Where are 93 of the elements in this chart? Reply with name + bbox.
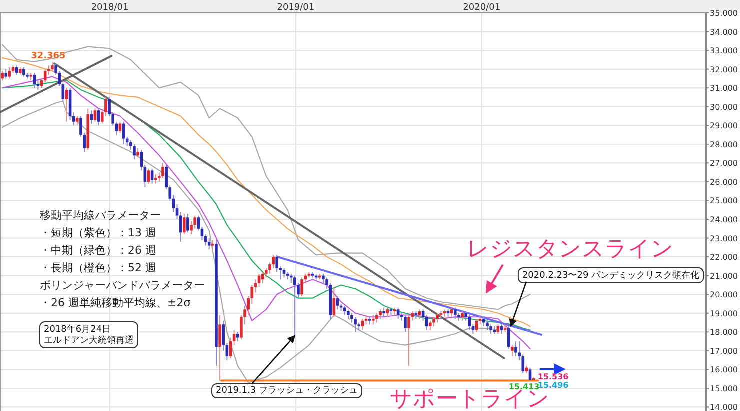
candlestick <box>468 314 472 331</box>
y-tick-label: 29.000 <box>710 122 738 131</box>
candlestick <box>94 108 97 122</box>
y-tick-label: 34.000 <box>710 28 738 37</box>
y-tick-label: 21.000 <box>710 272 738 281</box>
candlestick <box>300 277 304 297</box>
candlestick <box>507 326 510 350</box>
candlestick <box>475 318 478 333</box>
y-tick-label: 16.000 <box>710 366 738 375</box>
candlestick <box>429 320 432 331</box>
candlestick <box>208 238 211 250</box>
candlestick <box>294 275 296 336</box>
candlestick <box>379 309 382 320</box>
y-tick-label: 18.000 <box>710 328 738 338</box>
candlestick <box>436 312 439 324</box>
candlestick <box>22 66 26 78</box>
x-tick-label: 2018/01 <box>91 3 129 13</box>
y-tick-label: 27.000 <box>710 159 738 168</box>
candlestick <box>461 311 464 322</box>
y-tick-label: 33.000 <box>710 46 738 56</box>
candlestick <box>65 88 68 122</box>
x-tick-label: 2019/01 <box>277 3 315 13</box>
candlestick <box>76 116 79 126</box>
candlestick <box>408 314 410 366</box>
candlestick <box>182 213 186 236</box>
y-tick-label: 32.000 <box>710 65 738 74</box>
candlestick <box>136 148 140 158</box>
candlestick <box>133 144 136 160</box>
candlestick <box>372 314 375 326</box>
candlestick <box>162 162 164 179</box>
candlestick <box>490 324 492 335</box>
candlestick <box>1 70 4 82</box>
candlestick <box>511 344 514 358</box>
y-tick-label: 26.000 <box>710 178 738 187</box>
y-tick-label: 24.000 <box>710 216 738 225</box>
candlestick <box>486 320 489 331</box>
y-tick-label: 23.000 <box>710 234 738 244</box>
annotation: 2019.1.3 フラッシュ・クラッシュ <box>216 386 358 396</box>
annotation: エルドアン大統領再選 <box>44 335 134 346</box>
candlestick <box>404 314 407 333</box>
annotation: 15.496 <box>538 381 570 390</box>
candlestick <box>528 367 532 382</box>
candlestick <box>212 240 214 250</box>
y-tick-label: 17.000 <box>710 346 738 356</box>
candlestick <box>514 341 518 358</box>
annotation: ・短期（紫色）：13 週 <box>40 226 156 240</box>
annotation: 2020.2.23〜29 パンデミックリスク顕在化 <box>522 270 700 281</box>
candlestick <box>4 68 8 80</box>
candlestick <box>154 174 158 184</box>
annotation: レジスタンスライン <box>467 237 674 262</box>
annotation: 32.365 <box>31 51 66 62</box>
candlestick <box>97 108 100 126</box>
y-tick-label: 14.000 <box>710 403 738 411</box>
y-tick-label: 20.000 <box>710 290 738 300</box>
y-tick-label: 25.000 <box>710 196 738 206</box>
candlestick <box>418 309 422 320</box>
y-tick-label: 30.000 <box>710 102 738 112</box>
candlestick <box>8 66 12 80</box>
candlestick <box>450 307 454 318</box>
candlestick <box>386 307 390 318</box>
annotation: ・長期（橙色）：52 週 <box>40 262 156 274</box>
annotation: ・中期（緑色）：26 週 <box>40 244 156 257</box>
y-tick-label: 28.000 <box>710 140 738 150</box>
candlestick <box>236 332 240 342</box>
candlestick <box>33 72 36 89</box>
y-tick-label: 22.000 <box>710 253 738 262</box>
candlestick <box>147 168 150 184</box>
annotation: ボリンジャーバンドパラメーター <box>40 279 205 292</box>
candlestick <box>282 268 286 278</box>
candlestick <box>432 316 436 328</box>
candlestick <box>150 168 154 184</box>
candlestick <box>343 305 346 316</box>
candlestick <box>186 213 190 234</box>
candlestick <box>382 307 386 318</box>
annotation: 移動平均線パラメーター <box>40 209 161 222</box>
candlestick <box>396 307 400 320</box>
candlestick <box>482 316 486 328</box>
y-tick-label: 19.000 <box>710 309 738 318</box>
y-tick-label: 15.000 <box>710 384 738 394</box>
candlestick <box>354 316 357 333</box>
candlestick <box>500 324 504 335</box>
annotation: ・26 週単純移動平均線、±2σ <box>40 296 191 310</box>
y-tick-label: 31.000 <box>710 84 738 94</box>
annotation: 15.536 <box>538 372 570 382</box>
candlestick <box>347 309 350 320</box>
x-tick-label: 2020/01 <box>463 3 501 13</box>
candlestick <box>218 314 222 382</box>
candlestick <box>376 312 378 324</box>
candlestick <box>364 314 368 326</box>
candlestick <box>332 286 336 318</box>
y-tick-label: 35.000 <box>710 9 738 18</box>
candlestick <box>454 307 457 320</box>
annotation: 2018年6月24日 <box>44 324 112 335</box>
